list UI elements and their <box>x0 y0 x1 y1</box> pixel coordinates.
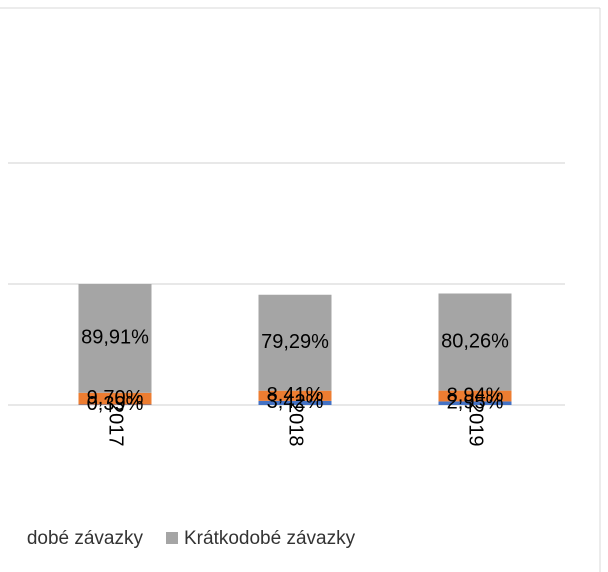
data-label: 3,42% <box>267 391 324 413</box>
bar-segment <box>438 390 512 402</box>
legend-label: Krátkodobé závazky <box>184 528 356 549</box>
data-label: 0,39% <box>87 393 144 415</box>
bar-segment <box>258 294 332 391</box>
data-label: 79,29% <box>261 331 329 353</box>
bar-segment <box>78 392 152 405</box>
x-tick-label: 2019 <box>465 402 487 447</box>
data-label: 2,95% <box>447 391 504 413</box>
x-tick-label: 2018 <box>285 402 307 447</box>
data-label: 9,70% <box>87 387 144 409</box>
bar-segment <box>258 390 332 401</box>
bar-segment <box>438 401 512 405</box>
legend-label: dobé závazky <box>27 528 144 549</box>
data-label: 89,91% <box>81 327 149 349</box>
data-label: 8,94% <box>447 384 504 406</box>
x-tick-label: 2017 <box>105 402 127 447</box>
bar-segment <box>438 293 512 391</box>
bar-segment <box>78 284 152 393</box>
data-label: 80,26% <box>441 330 509 352</box>
legend-swatch <box>166 532 178 544</box>
bar-segment <box>258 400 332 405</box>
data-label: 8,41% <box>267 384 324 406</box>
